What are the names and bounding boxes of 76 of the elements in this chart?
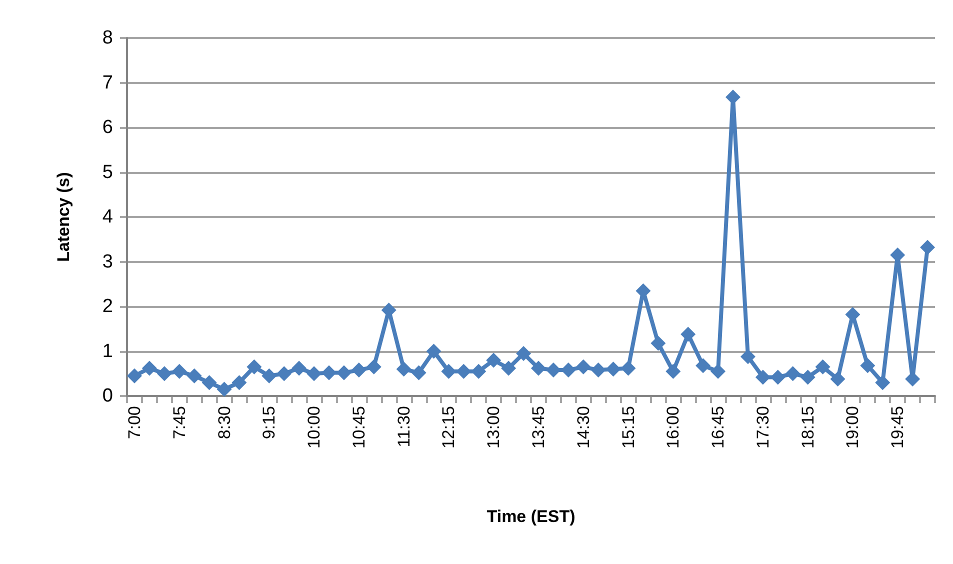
point [755, 370, 770, 385]
x-tick-label: 7:00 [124, 406, 144, 440]
y-tick-label: 1 [102, 340, 113, 362]
point [262, 368, 277, 384]
x-tick-label: 14:30 [574, 406, 593, 449]
y-tick-label: 4 [102, 206, 114, 228]
x-tick-label: 16:00 [664, 406, 683, 449]
point [590, 362, 606, 378]
point [530, 360, 546, 376]
x-tick-label: 12:15 [439, 406, 458, 449]
point [860, 358, 876, 374]
point [216, 382, 232, 397]
point [696, 358, 711, 374]
point [172, 364, 187, 379]
x-tick-label: 15:15 [618, 406, 638, 449]
point [411, 365, 426, 380]
x-tick-label: 10:00 [304, 406, 324, 449]
x-tick-label: 18:15 [798, 406, 818, 449]
point [232, 375, 247, 390]
x-tick-label: 19:45 [888, 406, 908, 449]
point [576, 359, 591, 374]
point [126, 368, 142, 384]
point [516, 346, 532, 361]
x-tick-label: 8:30 [214, 406, 234, 440]
point [620, 360, 636, 376]
y-axis-title: Latency (s) [54, 172, 73, 262]
point [142, 360, 157, 376]
point [920, 240, 936, 255]
x-tick-label: 13:45 [528, 406, 548, 449]
point [680, 326, 696, 342]
point [501, 360, 516, 376]
point [770, 370, 786, 385]
y-tick-label: 5 [102, 162, 113, 183]
point [800, 370, 816, 385]
point [606, 362, 621, 377]
point [471, 364, 486, 379]
point [276, 366, 292, 382]
x-tick-label: 17:30 [753, 406, 772, 449]
point [292, 360, 307, 376]
point [710, 364, 726, 379]
point [426, 344, 442, 359]
y-tick-label: 2 [102, 296, 113, 317]
point [456, 364, 472, 379]
x-tick-label: 19:00 [843, 406, 862, 449]
point [666, 364, 681, 379]
point [186, 368, 202, 384]
x-axis-title: Time (EST) [486, 507, 576, 526]
point [306, 366, 322, 382]
y-tick-label: 7 [102, 72, 113, 94]
y-tick-label: 0 [102, 386, 113, 406]
point [815, 359, 830, 374]
point [366, 359, 382, 374]
point [322, 365, 336, 380]
y-tick-label: 8 [102, 28, 113, 48]
x-tick-label: 13:00 [484, 406, 504, 449]
x-tick-label: 16:45 [708, 406, 728, 449]
point [156, 366, 172, 382]
x-tick-label: 9:15 [260, 406, 279, 440]
x-tick-label: 7:45 [170, 406, 189, 440]
y-tick-label: 3 [102, 251, 113, 272]
point [441, 364, 456, 379]
point [396, 362, 412, 377]
point [246, 359, 262, 374]
point [740, 349, 756, 364]
point [785, 366, 800, 382]
point [875, 375, 890, 390]
point [202, 375, 217, 390]
x-tick-label: 10:45 [349, 406, 368, 449]
point [830, 371, 846, 386]
point [546, 362, 561, 378]
point [351, 362, 366, 378]
y-tick-label: 6 [102, 117, 113, 138]
point [336, 365, 352, 380]
point [650, 336, 666, 351]
x-tick-label: 11:30 [394, 406, 414, 448]
point [486, 352, 502, 368]
